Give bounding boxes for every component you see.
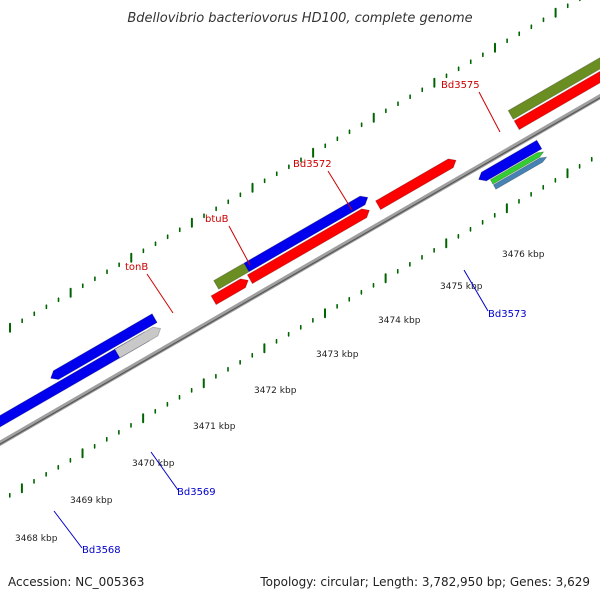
gene-arrow-blue [50, 313, 158, 380]
gene-arrow-green [489, 151, 545, 185]
gene-arrow-blue [478, 139, 543, 182]
kbp-tick-label: 3476 kbp [502, 250, 545, 260]
genome-backbone [0, 93, 600, 447]
kbp-tick-label: 3471 kbp [193, 422, 236, 432]
gene-label-top: btuB [205, 214, 229, 225]
gene-arrow-blue [243, 195, 369, 273]
kbp-tick-label: 3470 kbp [132, 459, 175, 469]
gene-arrow-red [246, 208, 370, 285]
backbone-layer [0, 93, 600, 447]
label-leader-line [53, 510, 83, 549]
kbp-tick-label: 3475 kbp [440, 282, 483, 292]
gene-arrow-grey [114, 326, 162, 359]
label-leader-line [228, 225, 251, 266]
gene-label-top: Bd3572 [293, 159, 332, 170]
tick-dots-layer [8, 0, 593, 498]
genome-title: Bdellovibrio bacteriovorus HD100, comple… [127, 11, 472, 26]
kbp-tick-label: 3474 kbp [378, 316, 421, 326]
labels-layer: 3468 kbp 3469 kbp 3470 kbp 3471 kbp 3472 kbp… [15, 80, 545, 556]
label-leader-line [478, 91, 501, 133]
kbp-tick-label: 3473 kbp [316, 350, 359, 360]
label-leader-line [146, 273, 174, 314]
label-leader-line [327, 170, 353, 211]
accession-text: Accession: NC_005363 [8, 575, 144, 589]
gene-label-top: Bd3575 [441, 80, 480, 91]
genome-summary-text: Topology: circular; Length: 3,782,950 bp… [259, 575, 590, 589]
gene-label-bottom: Bd3573 [488, 309, 527, 320]
gene-label-bottom: Bd3569 [177, 487, 216, 498]
gene-arrow-red [375, 158, 457, 211]
kbp-tick-label: 3472 kbp [254, 386, 297, 396]
genes-layer [0, 57, 600, 428]
kbp-tick-label: 3469 kbp [70, 496, 113, 506]
gene-arrow-olive [507, 57, 600, 120]
gene-arrow-red [210, 278, 249, 306]
genome-backbone-shadow [0, 97, 600, 445]
gene-arrow-red [513, 70, 600, 131]
label-leader-line [150, 451, 179, 491]
label-leader-line [463, 269, 489, 312]
gene-label-bottom: Bd3568 [82, 545, 121, 556]
gene-label-top: tonB [125, 262, 148, 273]
gene-arrow-steel [492, 156, 548, 190]
kbp-tick-label: 3468 kbp [15, 534, 58, 544]
